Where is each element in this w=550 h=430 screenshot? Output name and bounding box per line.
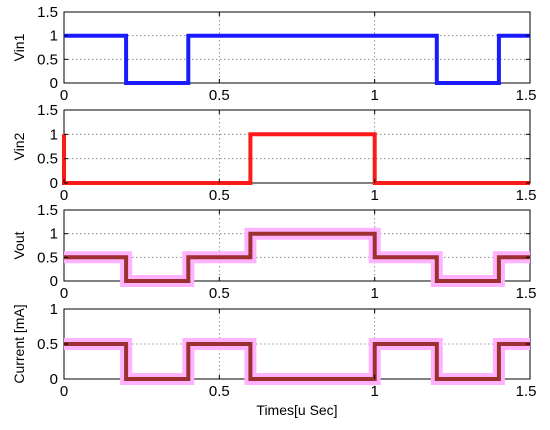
panel-vout-series — [64, 227, 530, 287]
vout-series-1-line — [64, 231, 530, 283]
vout-xtick-label: 0 — [60, 285, 68, 302]
vout-ytick-label: 0 — [50, 273, 58, 290]
vout-ytick-label: 1.5 — [37, 202, 58, 219]
vin1-xtick-label: 0.5 — [209, 87, 230, 104]
vin1-xtick-label: 0 — [60, 87, 68, 104]
panel-vin1-ylabel: Vin1 — [11, 33, 27, 61]
vin1-ytick-label: 1.5 — [37, 4, 58, 21]
panel-vout: 0 0.5 1 1.5 0 0.5 1 1.5 Vout — [11, 202, 536, 302]
panel-vin2: 0 0.5 1 1.5 0 0.5 1 1.5 Vin2 — [11, 102, 536, 204]
vout-xtick-label: 0.5 — [209, 285, 230, 302]
vin1-ytick-label: 0.5 — [37, 51, 58, 68]
x-axis-label: Times[u Sec] — [256, 402, 337, 418]
panel-vout-ticks: 0 0.5 1 1.5 0 0.5 1 1.5 — [37, 202, 536, 302]
vin2-xtick-label: 0.5 — [209, 187, 230, 204]
vout-xtick-label: 1 — [370, 285, 378, 302]
panel-vin2-ylabel: Vin2 — [11, 132, 27, 160]
vin1-ytick-label: 1 — [50, 28, 58, 45]
vin2-ytick-label: 0.5 — [37, 151, 58, 168]
vout-ytick-label: 0.5 — [37, 249, 58, 266]
panel-vin1-frame — [63, 11, 531, 84]
panel-vout-ylabel: Vout — [11, 231, 27, 259]
panel-current: 0 0.5 1 1.5 0 0.5 1 Current [mA] — [11, 301, 536, 400]
current-ytick-label: 1 — [50, 301, 58, 318]
panel-current-ticks: 0 0.5 1 1.5 0 0.5 1 — [37, 301, 536, 400]
current-ytick-label: 0 — [50, 371, 58, 388]
current-ytick-label: 0.5 — [37, 336, 58, 353]
panel-current-series — [64, 338, 530, 385]
vin1-xtick-label: 1.5 — [516, 87, 537, 104]
vout-xtick-label: 1.5 — [516, 285, 537, 302]
vin2-xtick-label: 1.5 — [516, 187, 537, 204]
panel-vin1: 0 0.5 1 1.5 0 0.5 1 1.5 Vin1 — [11, 4, 536, 104]
vin2-ytick-label: 1.5 — [37, 102, 58, 119]
panel-current-grid — [64, 309, 530, 379]
vin2-xtick-label: 1 — [370, 187, 378, 204]
vin2-ytick-label: 0 — [50, 175, 58, 192]
vin2-xtick-label: 0 — [60, 187, 68, 204]
panel-vin1-series — [64, 33, 530, 85]
vin1-series-0-line — [64, 33, 530, 85]
vout-ytick-label: 1 — [50, 226, 58, 243]
panel-vin2-frame — [63, 109, 531, 184]
current-xtick-label: 1 — [370, 383, 378, 400]
panel-current-ylabel: Current [mA] — [11, 304, 27, 383]
vin2-ytick-label: 1 — [50, 126, 58, 143]
vin1-xtick-label: 1 — [370, 87, 378, 104]
current-xtick-label: 0 — [60, 383, 68, 400]
current-series-1-line — [64, 342, 530, 381]
panel-vin1-ticks: 0 0.5 1 1.5 0 0.5 1 1.5 — [37, 4, 536, 104]
current-xtick-label: 0.5 — [209, 383, 230, 400]
current-xtick-label: 1.5 — [516, 383, 537, 400]
vin1-ytick-label: 0 — [50, 75, 58, 92]
panel-vin2-ticks: 0 0.5 1 1.5 0 0.5 1 1.5 — [37, 102, 536, 204]
panel-vout-frame — [63, 209, 531, 282]
